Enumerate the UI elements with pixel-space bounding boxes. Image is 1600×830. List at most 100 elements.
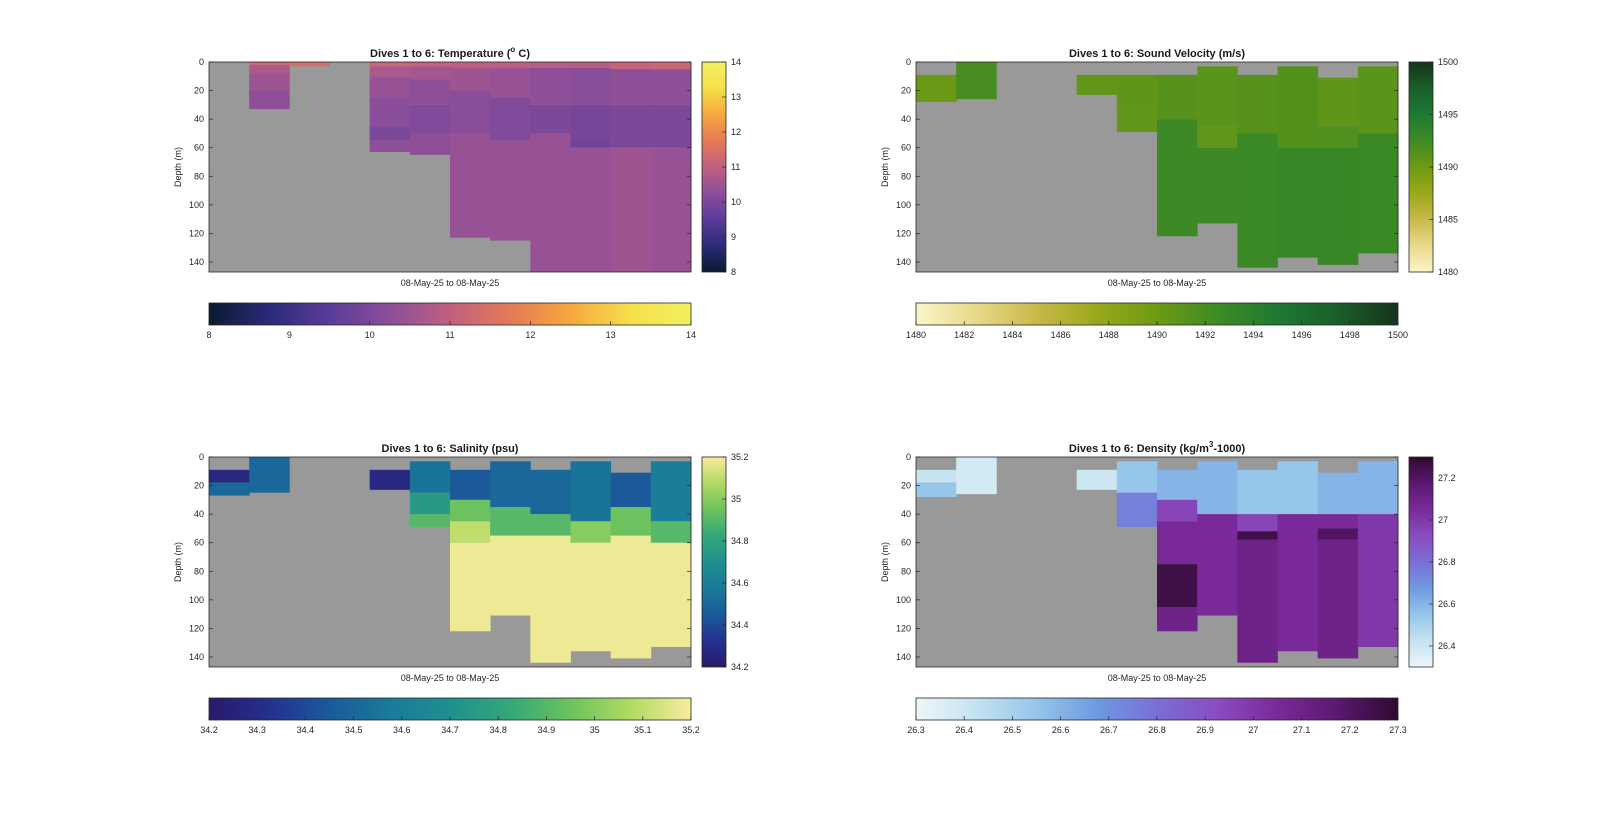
y-tick-label: 120 (189, 623, 204, 633)
data-cell (1197, 461, 1238, 515)
data-cell (650, 147, 692, 272)
data-cell (450, 133, 491, 238)
colorbar-tick-label: 34.2 (200, 725, 218, 735)
colorbar-tick-label: 1480 (1438, 267, 1458, 277)
data-cell (1317, 528, 1359, 540)
colorbar-tick-label: 35.2 (682, 725, 700, 735)
data-cell (916, 469, 957, 483)
colorbar-tick-label: 1485 (1438, 215, 1458, 225)
x-axis-label: 08-May-25 to 08-May-25 (401, 673, 500, 683)
data-cell (570, 104, 612, 141)
colorbar-tick-label: 26.6 (1438, 599, 1456, 609)
colorbar-tick-label: 14 (686, 330, 696, 340)
y-tick-label: 120 (896, 623, 911, 633)
data-cell (570, 67, 612, 105)
y-tick-label: 120 (896, 228, 911, 238)
y-tick-label: 0 (199, 57, 204, 67)
colorbar-tick-label: 9 (287, 330, 292, 340)
data-cell (570, 147, 612, 272)
data-cell (409, 461, 451, 493)
y-tick-label: 80 (901, 566, 911, 576)
data-cell (1116, 461, 1158, 493)
colorbar-tick-label: 8 (206, 330, 211, 340)
colorbar-tick-label: 12 (731, 127, 741, 137)
y-axis-label: Depth (m) (173, 542, 183, 582)
y-tick-label: 40 (901, 114, 911, 124)
colorbar-tick-label: 1498 (1340, 330, 1360, 340)
data-cell (409, 514, 451, 527)
y-tick-label: 0 (906, 57, 911, 67)
colorbar-tick-label: 26.4 (1438, 641, 1456, 651)
data-cell (650, 521, 692, 543)
colorbar-tick-label: 1488 (1099, 330, 1119, 340)
data-cell (450, 67, 491, 91)
colorbar-tick-label: 1486 (1051, 330, 1071, 340)
data-cell (1277, 66, 1319, 148)
colorbar-tick-label: 35 (731, 494, 741, 504)
data-cell (490, 62, 531, 68)
data-cell (570, 140, 612, 148)
y-tick-label: 80 (194, 566, 204, 576)
colorbar-tick-label: 34.8 (489, 725, 507, 735)
data-cell (249, 457, 290, 493)
colorbar-tick-label: 1495 (1438, 110, 1458, 120)
data-cell (530, 535, 571, 663)
data-cell (1237, 469, 1278, 515)
colorbar-tick-label: 1500 (1388, 330, 1408, 340)
data-cell (249, 64, 290, 74)
y-tick-label: 20 (901, 481, 911, 491)
data-cell (490, 97, 531, 141)
data-cell (1237, 133, 1278, 268)
data-cell (570, 521, 612, 543)
colorbar-tick-label: 34.6 (731, 578, 749, 588)
y-axis-label: Depth (m) (173, 147, 183, 187)
data-cell (1116, 492, 1158, 527)
y-tick-label: 100 (189, 595, 204, 605)
y-axis-label: Depth (m) (880, 542, 890, 582)
colorbar-tick-label: 27.2 (1438, 473, 1456, 483)
data-cell (409, 79, 451, 105)
y-tick-label: 60 (194, 538, 204, 548)
axes-box (208, 61, 692, 273)
data-cell (1197, 66, 1238, 127)
data-cell (1317, 472, 1359, 515)
colorbar-tick-label: 34.4 (297, 725, 315, 735)
data-cell (916, 74, 957, 102)
data-cell (369, 469, 411, 490)
colorbar-tick-label: 9 (731, 232, 736, 242)
axes-box (208, 456, 692, 668)
y-tick-label: 20 (901, 86, 911, 96)
data-cell (610, 472, 652, 507)
data-cell (610, 104, 652, 148)
colorbar-tick-label: 1492 (1195, 330, 1215, 340)
y-tick-label: 20 (194, 481, 204, 491)
data-cell (530, 67, 571, 105)
panel-3: 0 20 40 60 80 100 120 140 Dives 1 to 6: Salinity… (173, 443, 749, 735)
colorbar-tick-label: 26.7 (1100, 725, 1118, 735)
y-tick-label: 120 (189, 228, 204, 238)
data-cell (1157, 499, 1198, 522)
y-tick-label: 40 (194, 509, 204, 519)
data-cell (409, 66, 451, 80)
data-cell (916, 482, 957, 497)
data-cell (1076, 74, 1118, 95)
data-cell (209, 482, 250, 496)
y-tick-label: 140 (189, 652, 204, 662)
colorbar-tick-label: 12 (525, 330, 535, 340)
data-cell (1237, 514, 1278, 532)
data-cell (249, 73, 290, 91)
y-tick-label: 100 (896, 595, 911, 605)
data-cell (570, 542, 612, 652)
colorbar-tick-label: 27.2 (1341, 725, 1359, 735)
data-cell (490, 140, 531, 241)
data-cell (1157, 74, 1198, 120)
y-tick-label: 40 (194, 114, 204, 124)
data-cell (1197, 514, 1238, 616)
data-cell (369, 140, 411, 152)
data-cell (409, 492, 451, 515)
data-cell (610, 147, 652, 272)
data-cell (1157, 607, 1198, 632)
colorbar-tick-label: 35.1 (634, 725, 652, 735)
colorbar-tick-label: 26.8 (1438, 557, 1456, 567)
